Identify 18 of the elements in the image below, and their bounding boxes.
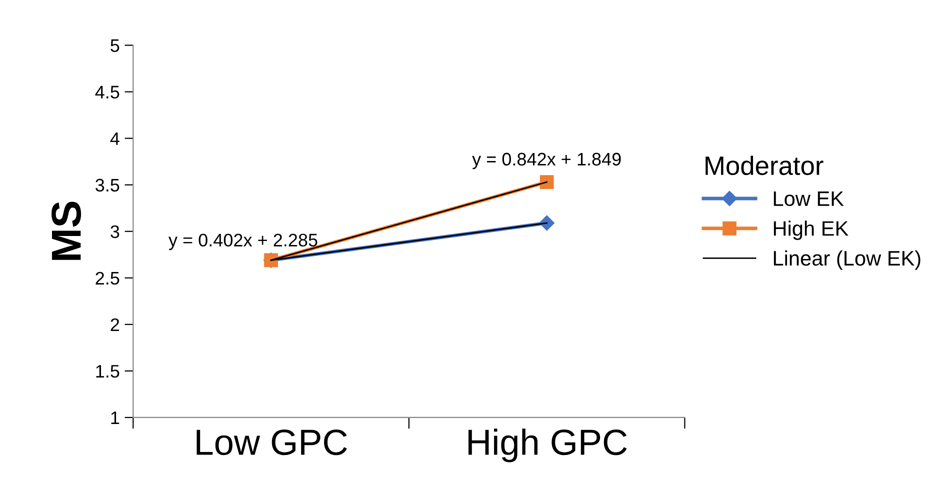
legend-title: Moderator (706, 156, 824, 176)
y-axis-title: MS (52, 202, 82, 260)
annotation: y = 0.402x + 2.285 (168, 234, 318, 250)
y-tick-label: 4 (110, 132, 120, 145)
y-tick-label: 3 (110, 225, 120, 238)
x-tick-label: High GPC (468, 428, 627, 462)
legend-label: Linear (Low EK) (774, 250, 920, 270)
y-tick-label: 1.5 (96, 365, 120, 378)
legend-label: High EK (774, 220, 848, 240)
y-tick-label: 3.5 (96, 178, 120, 192)
y-tick-label: 2.5 (96, 272, 120, 285)
y-tick-label: 5 (110, 39, 120, 52)
y-tick-label: 4.5 (95, 86, 120, 99)
y-tick-label: 2 (110, 318, 120, 331)
annotation: y = 0.842x + 1.849 (472, 152, 621, 170)
x-tick-label: Low GPC (196, 430, 347, 456)
y-tick-label: 1 (111, 412, 120, 424)
legend-label: Low EK (774, 191, 844, 206)
